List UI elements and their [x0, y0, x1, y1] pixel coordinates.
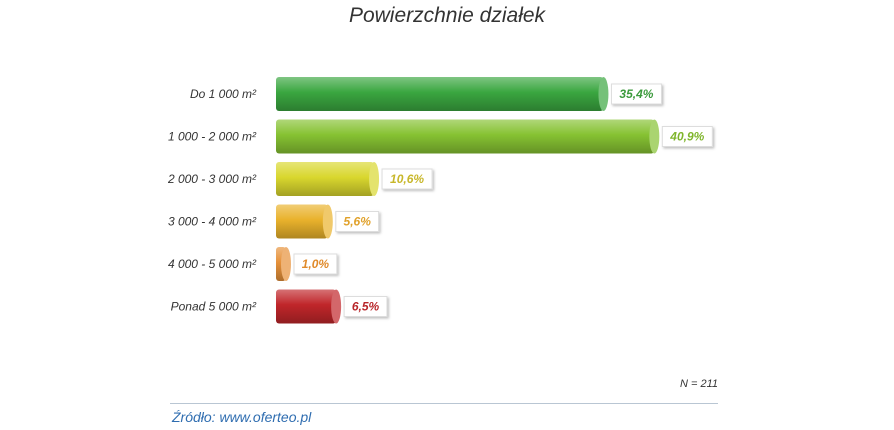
bar — [276, 162, 380, 196]
bar-body — [276, 162, 375, 196]
category-label: Ponad 5 000 m² — [171, 300, 257, 314]
bar-cap — [281, 247, 291, 281]
category-label: Do 1 000 m² — [190, 87, 257, 101]
sample-size-note: N = 211 — [679, 378, 718, 390]
value-label: 10,6% — [390, 172, 424, 186]
category-label: 2 000 - 3 000 m² — [167, 172, 257, 186]
source-link[interactable]: Źródło: www.oferteo.pl — [172, 409, 312, 425]
value-label: 6,5% — [352, 300, 380, 314]
bar — [276, 204, 333, 239]
category-label: 1 000 - 2 000 m² — [168, 130, 257, 144]
bar-body — [276, 77, 604, 111]
value-label-box — [661, 126, 713, 147]
bar-cap — [322, 204, 333, 239]
bar-cap — [649, 119, 660, 154]
bar-cap — [331, 289, 342, 324]
chart-title: Powierzchnie działek — [348, 4, 546, 27]
value-label-box — [610, 83, 662, 105]
value-label-box — [293, 253, 338, 275]
bar — [276, 289, 342, 324]
value-label-box — [335, 211, 380, 232]
bar-body — [276, 204, 328, 239]
bar-body — [276, 289, 337, 324]
bar-body — [276, 119, 655, 154]
value-label: 35,4% — [619, 87, 653, 101]
bar-cap — [598, 77, 609, 111]
bar — [276, 247, 291, 281]
value-label: 40,9% — [669, 130, 704, 144]
value-label: 1,0% — [302, 257, 330, 271]
value-label-box — [381, 168, 433, 190]
bar — [276, 119, 660, 154]
category-label: 3 000 - 4 000 m² — [168, 215, 257, 229]
category-label: 4 000 - 5 000 m² — [168, 257, 257, 271]
value-label-box — [343, 296, 388, 317]
footer-divider — [170, 403, 718, 404]
bar — [276, 77, 609, 111]
bar-cap — [369, 162, 380, 196]
value-label: 5,6% — [344, 215, 372, 229]
